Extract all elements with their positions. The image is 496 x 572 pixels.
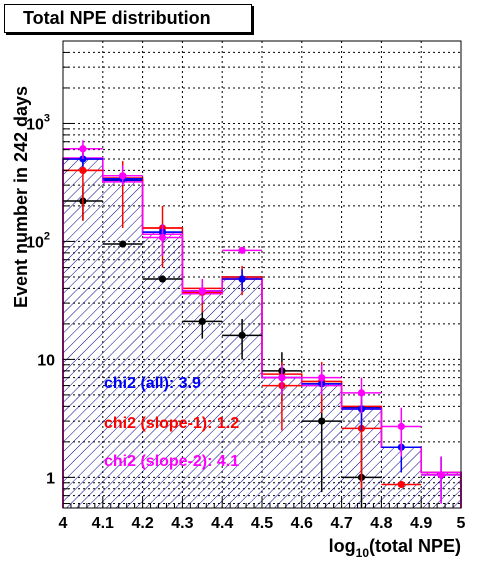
point-black [119,240,127,248]
points-layer [63,140,461,508]
point-magenta [238,246,246,254]
point-black [158,275,167,283]
point-magenta [158,233,167,242]
y-tick-base: 10 [26,234,44,251]
x-tick-label: 4.7 [330,515,352,532]
chi2-annotation: chi2 (all): 3.9 [104,375,201,392]
y-tick-label: 102 [26,230,50,251]
x-tick-label: 4.3 [171,515,193,532]
y-tick-exponent: 2 [44,230,50,242]
y-tick-base: 10 [37,352,55,369]
point-magenta [357,389,366,397]
x-axis-label-sub: 10 [356,546,370,560]
y-tick-label: 10 [37,352,55,369]
point-magenta [318,374,326,382]
point-red [79,166,87,175]
x-axis-label-base: log [329,536,356,556]
point-black [198,317,206,325]
point-magenta [119,172,127,180]
y-tick-base: 10 [26,116,44,133]
point-blue [238,275,246,283]
x-tick-label: 4.8 [370,515,392,532]
y-tick-label: 103 [26,112,50,133]
point-magenta [437,471,445,479]
chi2-annotation: chi2 (slope-2): 4.1 [104,453,239,470]
x-tick-label: 4.4 [211,515,233,532]
chart-title: Total NPE distribution [4,4,252,33]
annotation-layer: chi2 (all): 3.9 chi2 (slope-1): 1.2 chi2 (… [104,375,239,470]
x-tick-label: 4.1 [92,515,114,532]
x-tick-label: 5 [457,515,466,532]
point-black [238,331,246,339]
y-tick-base: 1 [46,470,55,487]
x-tick-label: 4.9 [410,515,432,532]
chi2-annotation: chi2 (slope-1): 1.2 [104,415,239,432]
point-magenta [79,145,87,153]
x-axis-label: log10(total NPE) [329,536,461,560]
point-red [397,480,405,489]
point-black [318,417,326,425]
y-tick-exponent: 3 [44,112,50,124]
point-magenta [278,374,286,382]
x-tick-label: 4.2 [131,515,153,532]
point-magenta [397,422,405,431]
x-tick-label: 4.5 [251,515,273,532]
y-tick-label: 1 [46,470,55,487]
y-axis-label: Event number in 242 days [11,86,31,308]
x-axis-label-rest: (total NPE) [369,536,461,556]
point-magenta [198,287,206,295]
x-tick-label: 4 [59,515,68,532]
x-tick-label: 4.6 [291,515,313,532]
